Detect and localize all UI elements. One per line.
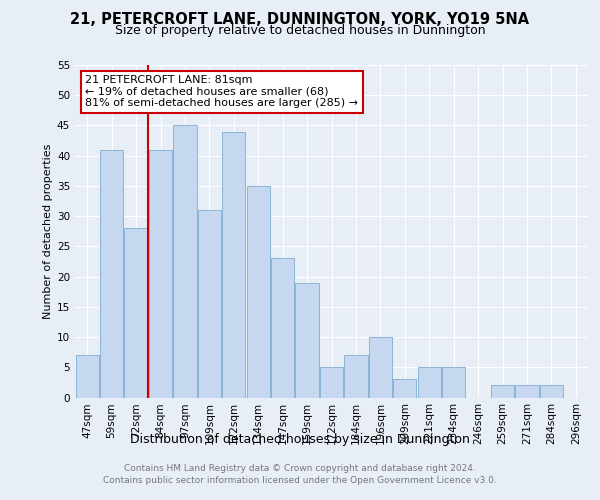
Bar [418,368,441,398]
Bar [247,186,270,398]
Bar [540,386,563,398]
Text: 21, PETERCROFT LANE, DUNNINGTON, YORK, YO19 5NA: 21, PETERCROFT LANE, DUNNINGTON, YORK, Y… [70,12,530,28]
Bar [344,355,368,398]
Text: 21 PETERCROFT LANE: 81sqm
← 19% of detached houses are smaller (68)
81% of semi-: 21 PETERCROFT LANE: 81sqm ← 19% of detac… [85,75,358,108]
Bar [222,132,245,398]
Bar [124,228,148,398]
Y-axis label: Number of detached properties: Number of detached properties [43,144,53,319]
Bar [149,150,172,398]
Bar [369,337,392,398]
Bar [76,355,99,398]
Text: Contains public sector information licensed under the Open Government Licence v3: Contains public sector information licen… [103,476,497,485]
Bar [320,368,343,398]
Text: Contains HM Land Registry data © Crown copyright and database right 2024.: Contains HM Land Registry data © Crown c… [124,464,476,473]
Bar [271,258,294,398]
Text: Size of property relative to detached houses in Dunnington: Size of property relative to detached ho… [115,24,485,37]
Bar [295,282,319,398]
Bar [198,210,221,398]
Bar [491,386,514,398]
Bar [173,126,197,398]
Text: Distribution of detached houses by size in Dunnington: Distribution of detached houses by size … [130,432,470,446]
Bar [442,368,465,398]
Bar [515,386,539,398]
Bar [393,380,416,398]
Bar [100,150,123,398]
